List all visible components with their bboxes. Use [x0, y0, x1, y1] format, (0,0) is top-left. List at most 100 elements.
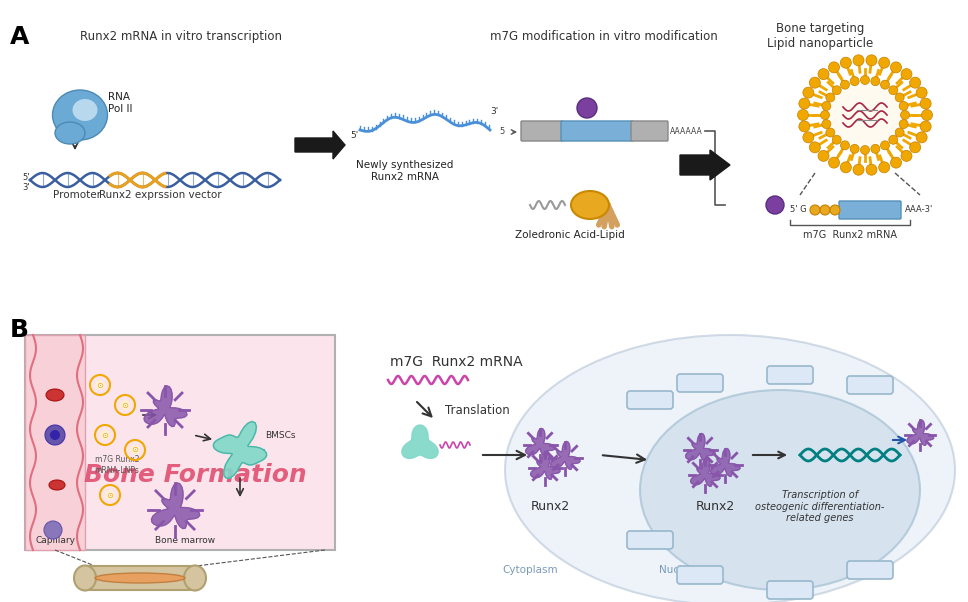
Text: Runx2 mRNA in vitro transcription: Runx2 mRNA in vitro transcription — [80, 30, 282, 43]
Polygon shape — [685, 433, 715, 461]
Text: 5' UTR: 5' UTR — [530, 128, 554, 134]
Circle shape — [821, 111, 830, 120]
Ellipse shape — [184, 565, 206, 591]
Circle shape — [866, 164, 877, 175]
Text: Capillary: Capillary — [35, 536, 75, 545]
Circle shape — [809, 142, 820, 153]
Circle shape — [809, 77, 820, 88]
Circle shape — [840, 57, 851, 68]
Polygon shape — [690, 458, 720, 486]
Circle shape — [901, 69, 912, 79]
Polygon shape — [526, 429, 556, 456]
Circle shape — [766, 196, 784, 214]
Circle shape — [130, 445, 140, 455]
Text: B: B — [10, 318, 29, 342]
Text: Runx2: Runx2 — [695, 500, 735, 513]
Text: ⊙: ⊙ — [102, 430, 108, 439]
Polygon shape — [680, 150, 730, 180]
Circle shape — [891, 157, 901, 168]
Circle shape — [853, 164, 864, 175]
Circle shape — [881, 141, 890, 150]
Polygon shape — [295, 131, 345, 159]
FancyBboxPatch shape — [677, 374, 723, 392]
Text: P: P — [824, 208, 827, 213]
Circle shape — [829, 157, 839, 168]
Polygon shape — [551, 441, 580, 470]
Text: Zoledronic Acid-Lipid: Zoledronic Acid-Lipid — [515, 230, 625, 240]
Text: 3' UTR: 3' UTR — [638, 128, 660, 134]
FancyBboxPatch shape — [847, 376, 893, 394]
Circle shape — [577, 98, 597, 118]
Circle shape — [832, 85, 841, 95]
Text: m7G: m7G — [579, 105, 595, 111]
FancyBboxPatch shape — [25, 335, 335, 550]
Ellipse shape — [50, 430, 60, 440]
Text: Bone marrow: Bone marrow — [155, 536, 215, 545]
FancyBboxPatch shape — [767, 581, 813, 599]
Circle shape — [830, 205, 840, 215]
FancyBboxPatch shape — [631, 121, 668, 141]
Circle shape — [829, 62, 839, 73]
Circle shape — [922, 110, 932, 120]
Circle shape — [861, 75, 869, 84]
Circle shape — [95, 380, 105, 390]
Text: RNA
Pol II: RNA Pol II — [108, 92, 133, 114]
Text: AAA-3': AAA-3' — [905, 205, 933, 214]
Text: 3': 3' — [22, 184, 30, 193]
Circle shape — [899, 102, 908, 110]
Text: m7G  Runx2 mRNA: m7G Runx2 mRNA — [803, 230, 897, 240]
Text: 5': 5' — [22, 173, 29, 182]
Circle shape — [802, 132, 814, 143]
Circle shape — [820, 205, 830, 215]
Circle shape — [818, 69, 829, 79]
Circle shape — [799, 98, 810, 109]
Text: Bone Formation: Bone Formation — [83, 463, 306, 487]
Text: m7G: m7G — [768, 202, 782, 208]
Circle shape — [840, 162, 851, 173]
Text: ⊙: ⊙ — [97, 380, 104, 389]
Text: Runx2 exprssion vector: Runx2 exprssion vector — [99, 190, 222, 200]
Text: m7G  Runx2 mRNA: m7G Runx2 mRNA — [390, 355, 523, 369]
Text: Bone targeting
Lipid nanoparticle: Bone targeting Lipid nanoparticle — [767, 22, 873, 50]
Ellipse shape — [830, 85, 900, 145]
Circle shape — [891, 62, 901, 73]
FancyBboxPatch shape — [561, 121, 633, 141]
Ellipse shape — [44, 521, 62, 539]
Circle shape — [899, 120, 908, 129]
Text: 5': 5' — [350, 131, 358, 140]
Circle shape — [881, 80, 890, 89]
Circle shape — [850, 76, 860, 85]
Circle shape — [105, 490, 115, 500]
Circle shape — [879, 162, 890, 173]
Polygon shape — [711, 448, 741, 476]
Text: Translation: Translation — [445, 403, 510, 417]
Circle shape — [889, 135, 897, 144]
Circle shape — [861, 146, 869, 155]
Polygon shape — [907, 420, 934, 445]
Text: m7G Runx2
mRNA-LNPs: m7G Runx2 mRNA-LNPs — [95, 455, 139, 475]
Circle shape — [916, 87, 927, 98]
Ellipse shape — [95, 573, 185, 583]
Text: Runx2: Runx2 — [530, 500, 569, 513]
Text: Newly synthesized
Runx2 mRNA: Newly synthesized Runx2 mRNA — [356, 160, 454, 182]
Circle shape — [822, 120, 831, 129]
FancyBboxPatch shape — [81, 566, 199, 590]
Circle shape — [850, 144, 860, 154]
Text: BMSCs: BMSCs — [265, 430, 295, 439]
Ellipse shape — [571, 191, 609, 219]
Circle shape — [910, 142, 921, 153]
Circle shape — [895, 93, 904, 102]
Text: AAAAAA: AAAAAA — [670, 126, 703, 135]
Circle shape — [822, 102, 831, 110]
Circle shape — [921, 98, 931, 109]
Circle shape — [802, 87, 814, 98]
Text: Nucleus: Nucleus — [659, 565, 701, 575]
Ellipse shape — [74, 565, 96, 591]
Text: ⊙: ⊙ — [132, 445, 138, 455]
Circle shape — [895, 128, 904, 137]
Circle shape — [910, 77, 921, 88]
Circle shape — [879, 57, 890, 68]
Ellipse shape — [45, 425, 65, 445]
Circle shape — [840, 80, 850, 89]
Circle shape — [889, 85, 897, 95]
